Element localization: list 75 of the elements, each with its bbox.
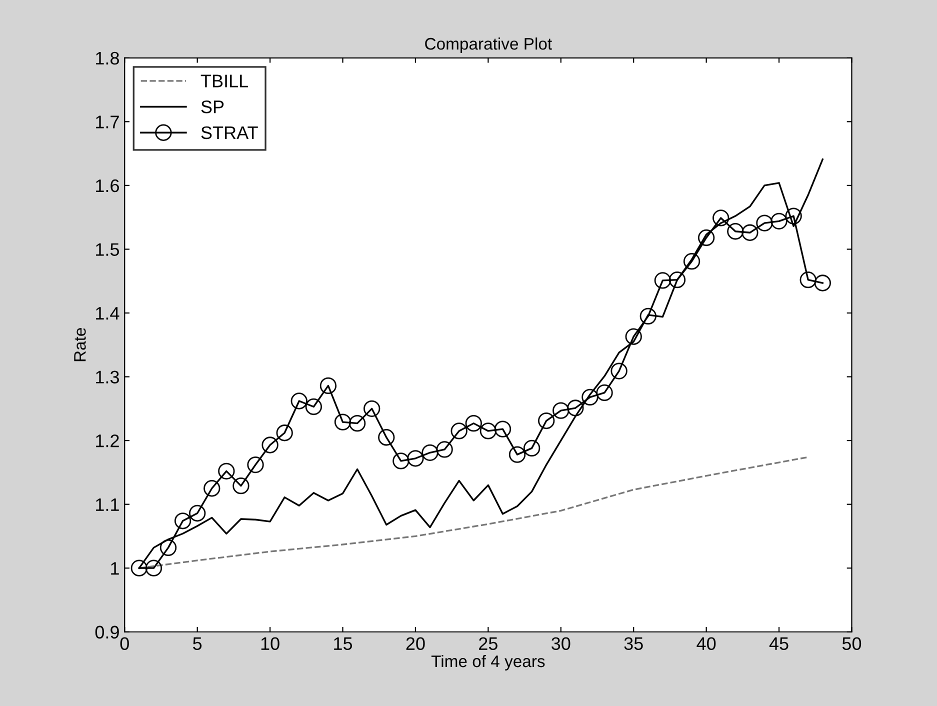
point [189,504,206,522]
y-tick-label: 1.1 [96,498,119,511]
point [320,377,337,394]
point [218,462,235,480]
x-tick-label: 45 [769,637,788,650]
point [770,212,788,230]
point [596,384,613,402]
point [668,271,686,288]
point [654,272,672,289]
point [552,402,570,419]
point [174,512,192,530]
point [364,400,380,417]
point [305,398,322,416]
legend-label: TBILL [200,74,248,88]
y-tick-label: 1.6 [96,179,119,192]
point [204,480,220,497]
legend-label: STRAT [201,126,258,140]
point [582,388,598,406]
y-tick-label: 1.5 [96,243,120,256]
y-tick-label: 1.2 [96,434,119,448]
point [698,229,715,246]
point [392,452,410,470]
point [160,539,177,556]
point [610,362,628,380]
point [334,414,352,430]
point [625,328,642,345]
y-tick-label: 1.3 [96,370,119,384]
x-tick-label: 50 [842,637,862,650]
x-tick-label: 20 [406,637,425,650]
point [814,274,831,292]
point [348,414,366,432]
x-tick-label: 25 [479,637,498,650]
y-tick-label: 1.4 [96,307,120,320]
point [465,414,482,432]
point [508,446,526,463]
point [494,420,512,438]
point [480,422,497,440]
point [640,308,656,325]
x-tick-label: 10 [261,637,280,650]
x-tick-label: 15 [334,637,352,650]
point [262,436,278,454]
x-axis-title: Time of 4 years [431,654,545,670]
y-tick-label: 1 [111,562,119,575]
x-tick-label: 35 [624,637,643,650]
point [742,224,758,241]
x-tick-label: 40 [696,637,716,650]
point [785,208,802,224]
point [712,210,730,226]
point [727,223,744,240]
point [145,560,162,576]
point [407,450,424,467]
x-tick-label: 0 [120,637,129,650]
point [422,444,438,461]
point [683,253,700,270]
y-tick-label: 1.7 [96,116,119,128]
chart-title: Comparative Plot [425,37,552,54]
point [523,440,540,457]
point [232,477,250,494]
point [378,429,395,446]
y-tick-label: 1.8 [96,52,119,65]
point [130,560,148,576]
y-axis-title: Rate [74,328,86,362]
point [450,422,468,440]
point [800,271,816,288]
point [436,441,453,458]
y-tick-label: 0.9 [95,626,119,639]
point [247,456,264,474]
point [538,412,555,430]
point [567,400,584,416]
point [276,424,293,442]
x-tick-label: 30 [552,637,570,650]
x-tick-label: 5 [193,637,202,650]
legend-label: SP [201,100,224,114]
point [290,392,308,410]
point [756,214,773,232]
